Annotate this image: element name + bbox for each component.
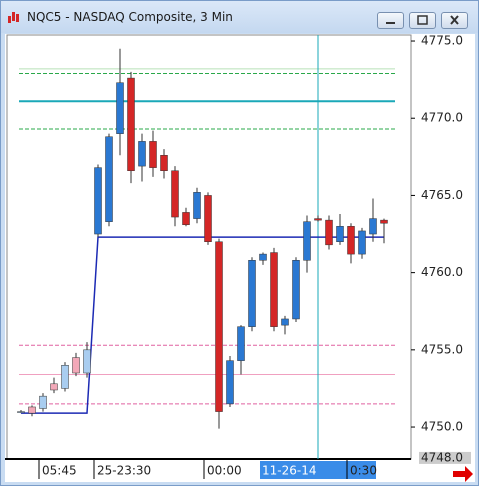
candle-body [39, 395, 47, 409]
title-bar: NQC5 - NASDAQ Composite, 3 Min [1, 1, 478, 33]
candle-body [369, 218, 377, 235]
x-tick-label: 25-23:30 [97, 464, 151, 478]
candle-body [358, 230, 366, 255]
candle-body [314, 218, 322, 221]
candle-body [50, 383, 58, 391]
candle-body [28, 406, 36, 414]
maximize-button[interactable] [409, 12, 436, 29]
close-button[interactable] [441, 12, 468, 29]
y-tick-label: 4775.0 [421, 34, 463, 48]
y-tick-label: 4770.0 [421, 111, 463, 125]
candle-body [380, 219, 388, 224]
candle-body [270, 252, 278, 327]
y-tick-label: 4765.0 [421, 188, 463, 202]
candle-body [325, 219, 333, 246]
candle-body [105, 136, 113, 222]
candle-body [193, 192, 201, 219]
scroll-arrow[interactable] [453, 466, 473, 482]
candle-body [127, 77, 135, 171]
candle-body [237, 326, 245, 361]
candle-body [347, 226, 355, 255]
candle-body [116, 82, 124, 134]
y-tick-label: 4760.0 [421, 265, 463, 279]
candle-body [259, 253, 267, 261]
candle-body [204, 195, 212, 243]
candle-body [226, 360, 234, 405]
candle-body [292, 260, 300, 320]
y-tick-label: 4755.0 [421, 342, 463, 356]
crosshair-y-label: 4748.0 [421, 450, 463, 464]
x-tick-label: 00:00 [207, 464, 242, 478]
x-tick-label: 05:45 [42, 464, 77, 478]
chart: 4775.0 4770.0 4765.0 4760.0 4755.0 4750.0 4748… [5, 34, 475, 482]
indicator-line [21, 236, 384, 414]
minimize-button[interactable] [377, 12, 404, 29]
y-tick-label: 4750.0 [421, 420, 463, 434]
crosshair-x-label: 11-26-14 [262, 464, 316, 478]
app-icon [8, 12, 19, 23]
x-tick-label: 0:30 [350, 464, 377, 478]
candle-body [215, 241, 223, 412]
candle-body [72, 357, 80, 374]
candle-body [83, 349, 91, 374]
candle-body [281, 318, 289, 326]
candle-body [61, 365, 69, 389]
window-title: NQC5 - NASDAQ Composite, 3 Min [27, 10, 233, 24]
candle-body [171, 170, 179, 218]
candle-body [149, 141, 157, 168]
candle-body [336, 226, 344, 243]
candle-body [138, 141, 146, 167]
candle-body [303, 221, 311, 261]
crosshair-y-box [419, 451, 471, 464]
candle-body [17, 411, 25, 413]
candle-body [248, 260, 256, 327]
candle-body [160, 155, 168, 171]
candle-body [94, 167, 102, 235]
candle-body [182, 212, 190, 226]
